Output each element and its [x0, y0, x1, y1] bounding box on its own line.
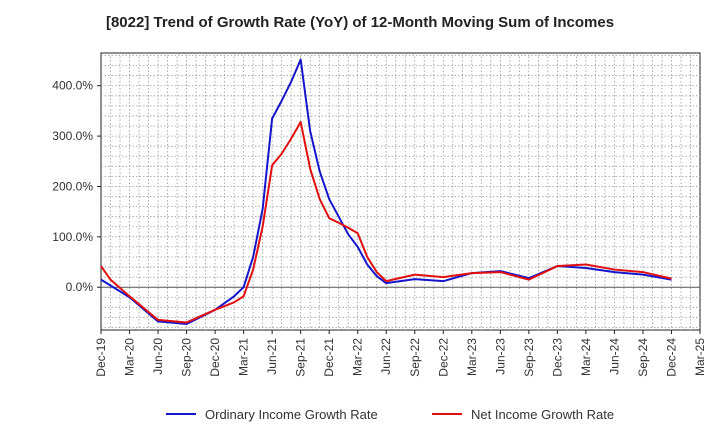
y-tick-label: 300.0%: [52, 129, 93, 143]
x-tick-label: Jun-22: [379, 338, 393, 375]
x-tick-label: Dec-24: [664, 338, 678, 377]
x-tick-label: Mar-24: [579, 338, 593, 376]
series-line-1: [100, 58, 672, 325]
x-tick-label: Jun-23: [493, 338, 507, 375]
legend-label: Net Income Growth Rate: [471, 407, 614, 422]
x-tick-label: Jun-21: [265, 338, 279, 375]
x-tick-label: Jun-24: [607, 338, 621, 375]
x-tick-label: Mar-22: [351, 338, 365, 376]
x-tick-label: Jun-20: [151, 338, 165, 375]
y-tick-label: 0.0%: [66, 280, 94, 294]
series-layer: [100, 58, 672, 325]
x-tick-label: Mar-21: [237, 338, 251, 376]
chart-title: [8022] Trend of Growth Rate (YoY) of 12-…: [105, 14, 615, 31]
x-tick-label: Dec-21: [322, 338, 336, 377]
x-tick-label: Dec-20: [208, 338, 222, 377]
y-tick-label: 100.0%: [52, 230, 93, 244]
x-tick-label: Dec-19: [94, 338, 108, 377]
x-tick-label: Sep-21: [294, 338, 308, 377]
x-tick-label: Sep-24: [636, 338, 650, 377]
x-tick-label: Sep-20: [180, 338, 194, 377]
plot-frame: [100, 52, 701, 331]
grid-layer: [100, 52, 701, 331]
x-tick-label: Sep-23: [522, 338, 536, 377]
x-tick-label: Sep-22: [408, 338, 422, 377]
x-tick-label: Mar-25: [693, 338, 707, 376]
axis-layer: 0.0% 100.0% 200.0% 300.0% 400.0% Dec-19 Mar-20…: [52, 79, 707, 377]
legend-layer: Ordinary Income Growth Rate Net Income Gr…: [166, 407, 614, 422]
series-line-2: [100, 121, 672, 324]
x-tick-label: Dec-22: [436, 338, 450, 377]
x-tick-label: Mar-20: [123, 338, 137, 376]
x-tick-label: Dec-23: [550, 338, 564, 377]
y-tick-label: 200.0%: [52, 179, 93, 193]
legend-label: Ordinary Income Growth Rate: [205, 407, 378, 422]
y-tick-label: 400.0%: [52, 79, 93, 93]
x-tick-label: Mar-23: [465, 338, 479, 376]
